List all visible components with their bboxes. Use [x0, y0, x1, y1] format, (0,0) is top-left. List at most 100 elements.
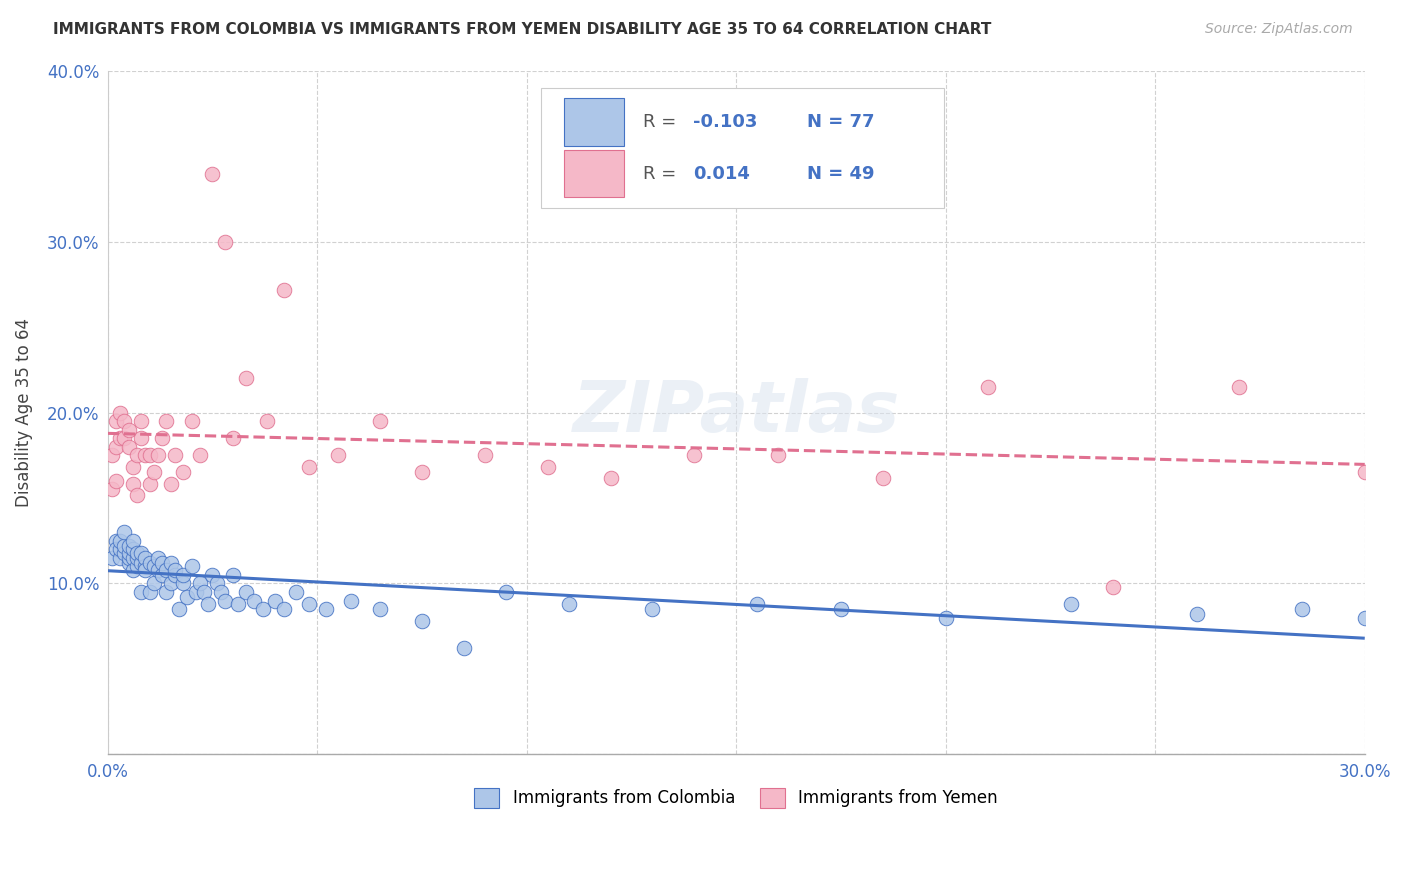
Point	[495, 585, 517, 599]
Point	[134, 448, 156, 462]
Point	[121, 460, 143, 475]
Text: N = 77: N = 77	[807, 113, 875, 131]
Point	[110, 431, 132, 445]
Point	[110, 542, 132, 557]
Point	[273, 602, 295, 616]
Point	[557, 597, 579, 611]
Point	[150, 556, 173, 570]
Point	[163, 567, 186, 582]
Point	[1185, 607, 1208, 622]
Point	[114, 539, 136, 553]
Point	[222, 431, 245, 445]
Legend: Immigrants from Colombia, Immigrants from Yemen: Immigrants from Colombia, Immigrants fro…	[468, 781, 1005, 814]
Point	[197, 597, 219, 611]
Point	[142, 559, 165, 574]
Point	[129, 585, 152, 599]
Point	[134, 550, 156, 565]
Point	[328, 448, 350, 462]
Point	[180, 414, 202, 428]
Point	[1354, 466, 1376, 480]
Point	[105, 533, 128, 548]
Point	[205, 576, 228, 591]
Point	[599, 470, 621, 484]
Point	[411, 614, 433, 628]
Text: 0.014: 0.014	[693, 164, 751, 183]
Point	[155, 414, 177, 428]
Point	[298, 460, 321, 475]
Point	[150, 431, 173, 445]
Point	[121, 477, 143, 491]
Point	[121, 533, 143, 548]
Point	[411, 466, 433, 480]
Point	[118, 546, 141, 560]
Point	[105, 440, 128, 454]
Point	[172, 576, 194, 591]
Point	[121, 550, 143, 565]
Point	[114, 525, 136, 540]
Point	[1102, 580, 1125, 594]
Point	[474, 448, 496, 462]
Point	[872, 470, 894, 484]
Point	[114, 414, 136, 428]
Text: Source: ZipAtlas.com: Source: ZipAtlas.com	[1205, 22, 1353, 37]
Point	[339, 593, 361, 607]
Point	[368, 602, 391, 616]
Text: R =: R =	[643, 113, 682, 131]
Point	[138, 585, 160, 599]
Point	[125, 448, 148, 462]
Y-axis label: Disability Age 35 to 64: Disability Age 35 to 64	[15, 318, 32, 508]
Point	[105, 414, 128, 428]
Point	[368, 414, 391, 428]
Point	[298, 597, 321, 611]
Point	[150, 567, 173, 582]
Point	[101, 483, 124, 497]
Point	[146, 550, 169, 565]
Point	[766, 448, 789, 462]
Point	[138, 477, 160, 491]
Point	[747, 597, 769, 611]
Point	[976, 380, 998, 394]
Point	[125, 487, 148, 501]
Point	[121, 542, 143, 557]
Point	[167, 602, 190, 616]
Point	[118, 556, 141, 570]
Point	[121, 563, 143, 577]
Point	[209, 585, 232, 599]
Point	[683, 448, 706, 462]
Point	[1354, 610, 1376, 624]
Point	[453, 641, 475, 656]
Point	[214, 593, 236, 607]
Point	[537, 460, 560, 475]
Point	[110, 406, 132, 420]
Point	[180, 559, 202, 574]
Point	[163, 448, 186, 462]
Point	[1227, 380, 1250, 394]
Point	[188, 448, 211, 462]
FancyBboxPatch shape	[564, 98, 624, 146]
Point	[184, 585, 207, 599]
Point	[256, 414, 278, 428]
Point	[172, 567, 194, 582]
Point	[118, 539, 141, 553]
Point	[105, 474, 128, 488]
Text: R =: R =	[643, 164, 682, 183]
Point	[118, 550, 141, 565]
Point	[146, 448, 169, 462]
Point	[159, 576, 181, 591]
Point	[146, 563, 169, 577]
FancyBboxPatch shape	[541, 88, 943, 208]
Point	[101, 448, 124, 462]
Point	[129, 431, 152, 445]
Text: -0.103: -0.103	[693, 113, 758, 131]
Point	[830, 602, 852, 616]
Point	[172, 466, 194, 480]
Point	[114, 431, 136, 445]
Point	[110, 533, 132, 548]
Point	[159, 556, 181, 570]
Point	[134, 559, 156, 574]
Point	[252, 602, 274, 616]
Point	[285, 585, 308, 599]
Point	[176, 590, 198, 604]
Point	[138, 556, 160, 570]
Point	[641, 602, 664, 616]
